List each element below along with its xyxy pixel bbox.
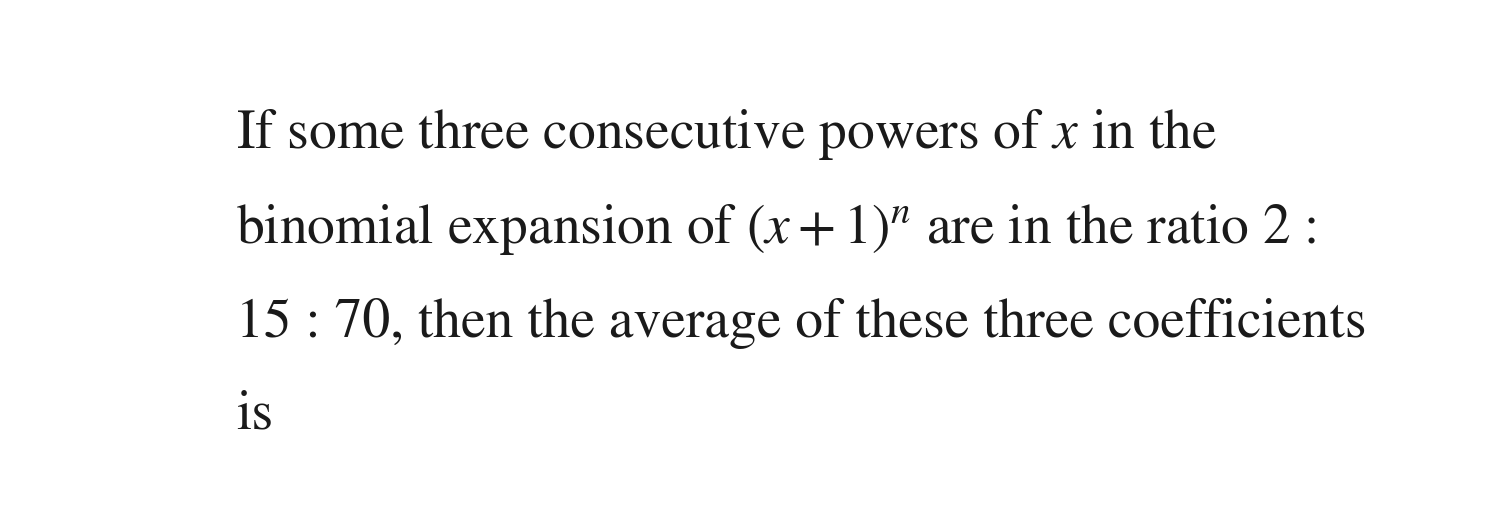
Text: 15 : 70, then the average of these three coefficients: 15 : 70, then the average of these three… <box>237 298 1366 349</box>
Text: binomial expansion of $\mathit{(x+1)^{n}}$ are in the ratio 2 :: binomial expansion of $\mathit{(x+1)^{n}… <box>237 202 1317 257</box>
Text: is: is <box>237 389 273 440</box>
Text: If some three consecutive powers of $\mathit{x}$ in the: If some three consecutive powers of $\ma… <box>237 107 1218 162</box>
